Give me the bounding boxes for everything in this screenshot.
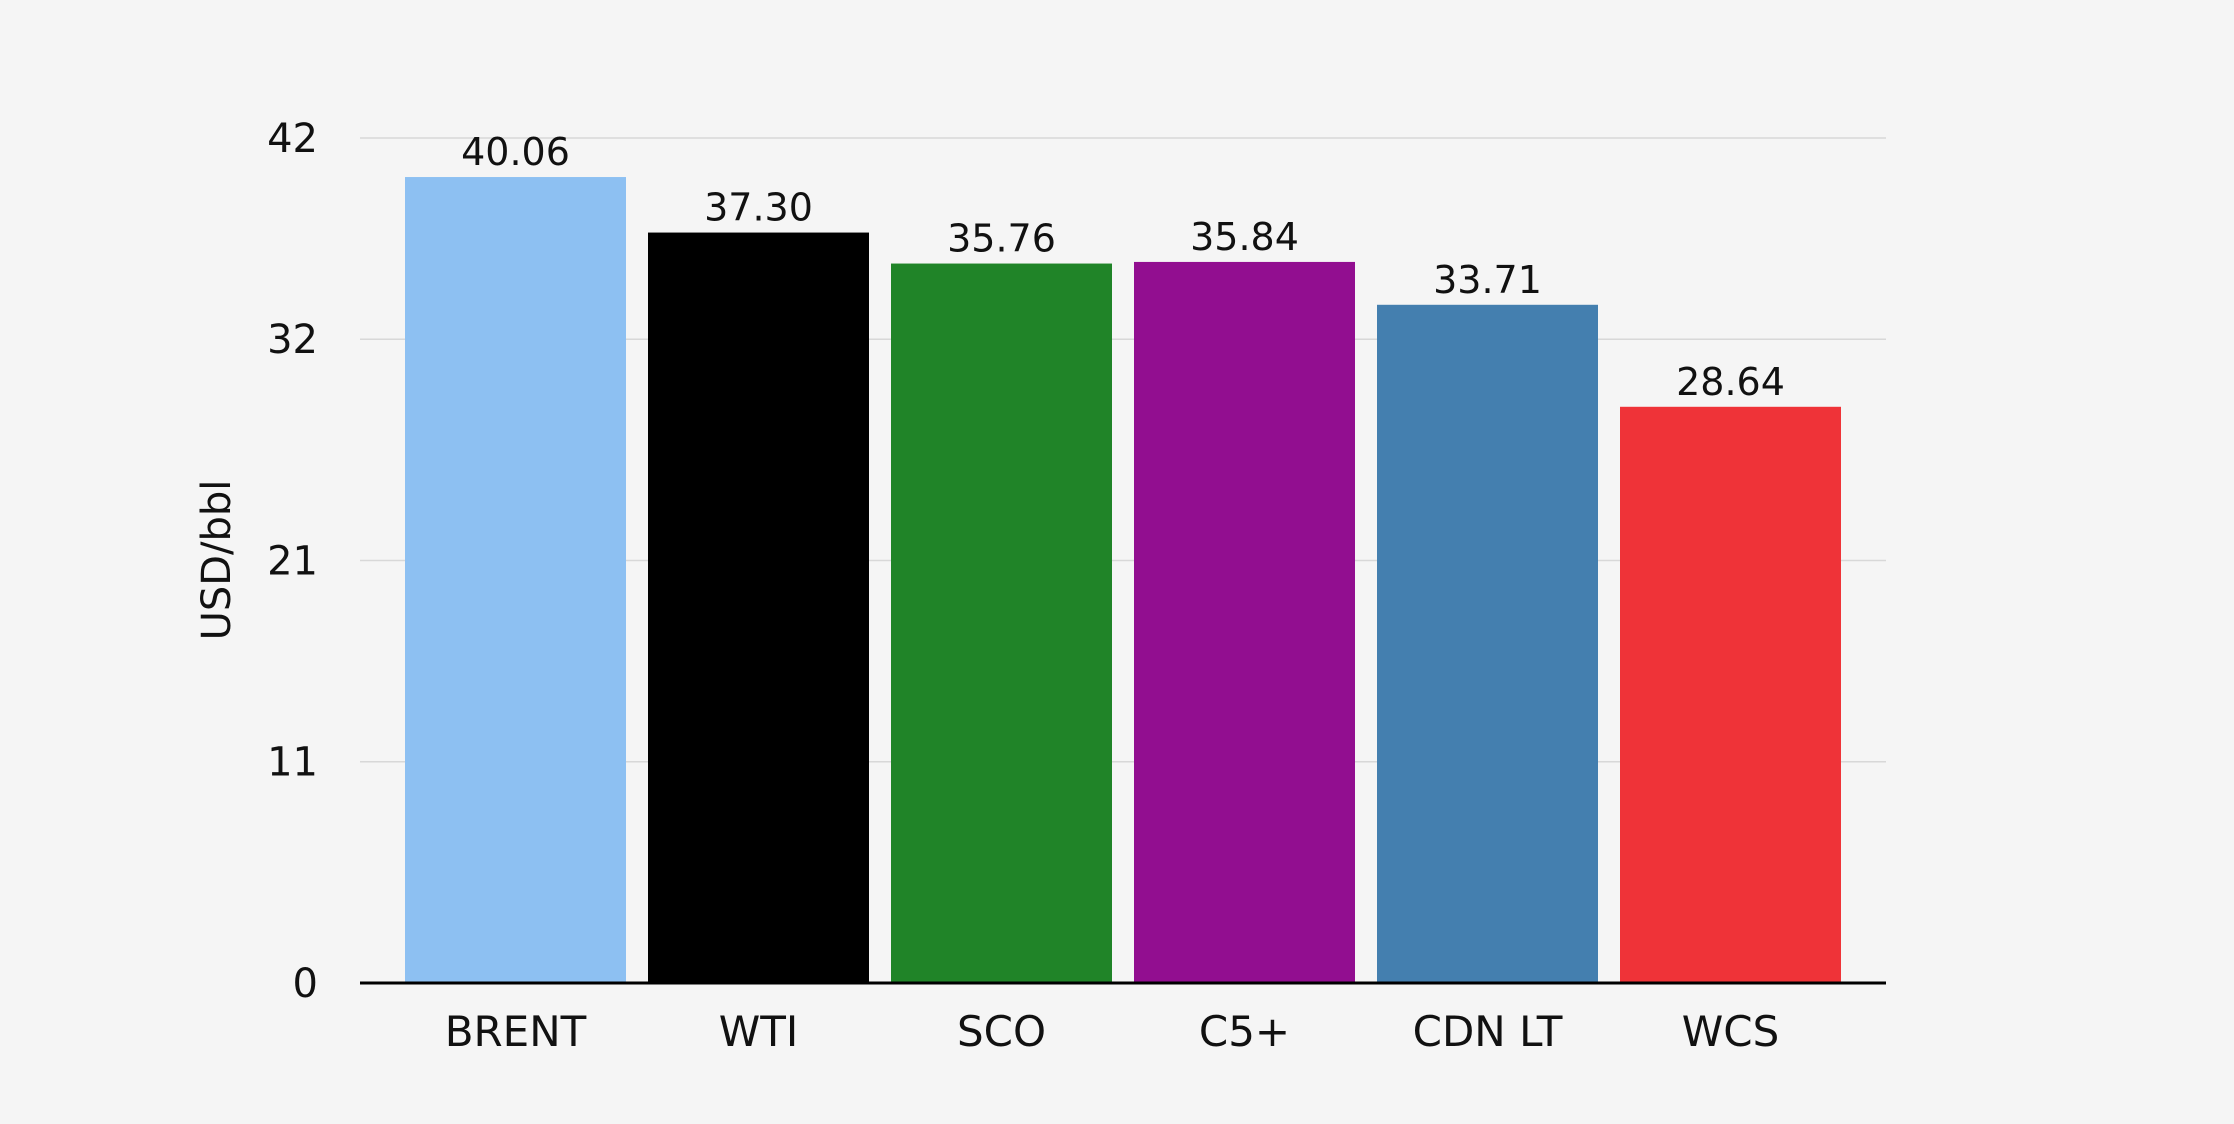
y-tick-labels: 0 11 21 32 42 [267,116,318,1007]
x-tick-labels: BRENT WTI SCO C5+ CDN LT WCS [445,1007,1780,1056]
value-label: 37.30 [704,186,813,230]
bar-cdn-lt [1377,304,1598,984]
value-label: 28.64 [1676,360,1785,404]
value-label: 35.76 [947,217,1056,261]
bar-brent [405,177,626,983]
y-tick-label: 21 [267,539,318,585]
x-tick-label: WCS [1682,1007,1780,1056]
value-label: 35.84 [1190,215,1299,259]
x-tick-label: WTI [719,1007,799,1056]
y-tick-label: 0 [293,961,318,1007]
value-label: 33.71 [1433,258,1542,302]
bar-sco [891,263,1112,983]
x-tick-label: CDN LT [1413,1007,1563,1056]
bar-c5- [1134,261,1355,983]
x-tick-label: C5+ [1199,1007,1290,1056]
y-tick-label: 42 [267,116,318,162]
bars [405,177,1841,984]
value-label: 40.06 [461,130,570,174]
x-tick-label: SCO [957,1007,1046,1056]
y-axis-title: USD/bbl [194,480,240,641]
y-tick-label: 11 [267,740,318,786]
y-tick-label: 32 [267,317,318,363]
bar-wcs [1620,406,1841,983]
bar-wti [648,232,869,984]
x-tick-label: BRENT [445,1007,587,1056]
value-labels: 40.06 37.30 35.76 35.84 33.71 28.64 [461,130,1785,404]
